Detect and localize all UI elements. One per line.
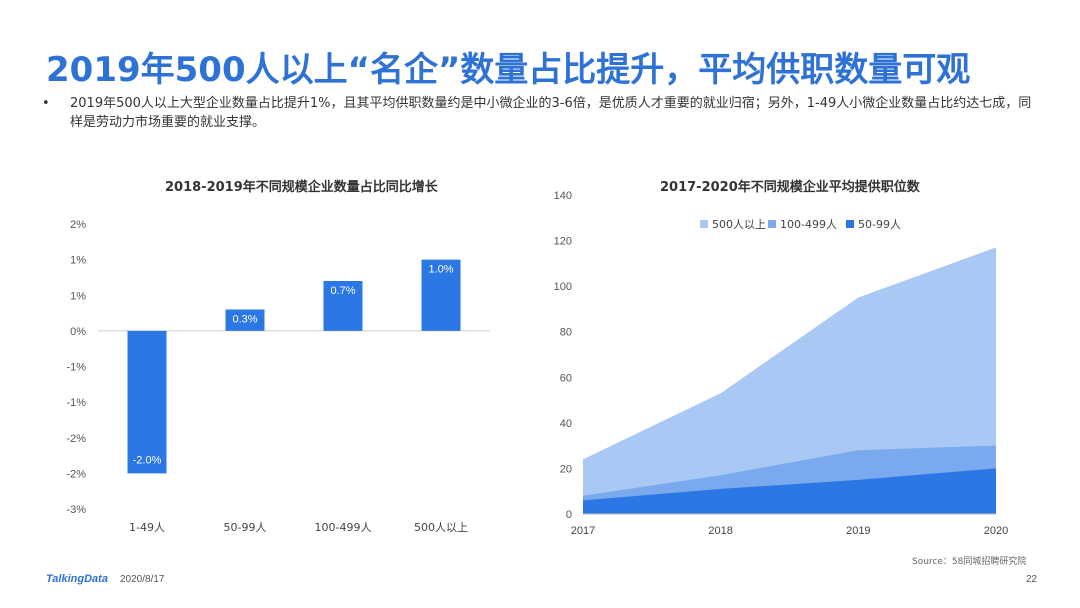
bar-50-99人 bbox=[225, 309, 265, 331]
legend-swatch bbox=[768, 220, 776, 228]
area-y-tick-label: 40 bbox=[560, 418, 572, 430]
legend-label: 50-99人 bbox=[858, 218, 901, 231]
bar-y-tick-label: 0% bbox=[70, 326, 86, 338]
area-x-tick-label: 2019 bbox=[846, 525, 870, 537]
bar-y-tick-label: -1% bbox=[66, 397, 86, 409]
area-x-tick-label: 2017 bbox=[571, 525, 595, 537]
bar-data-label: 1.0% bbox=[428, 264, 453, 276]
bar-y-tick-label: -1% bbox=[66, 362, 86, 374]
legend-label: 500人以上 bbox=[712, 218, 766, 231]
area-series-500人以上 bbox=[583, 247, 996, 514]
bar-category-label: 50-99人 bbox=[224, 521, 267, 534]
bar-category-label: 500人以上 bbox=[414, 521, 468, 534]
area-y-tick-label: 20 bbox=[560, 463, 572, 475]
bar-chart-title: 2018-2019年不同规模企业数量占比同比增长 bbox=[165, 180, 438, 195]
page-number: 22 bbox=[1026, 574, 1038, 585]
bar-category-label: 100-499人 bbox=[315, 521, 372, 534]
bar-y-tick-label: 1% bbox=[70, 255, 86, 267]
bar-y-tick-label: -2% bbox=[66, 433, 86, 445]
bullet-marker: • bbox=[42, 96, 50, 111]
area-series-50-99人 bbox=[583, 468, 996, 514]
bar-500人以上 bbox=[421, 259, 461, 331]
bar-y-tick-label: 2% bbox=[70, 219, 86, 231]
bar-y-tick-label: -3% bbox=[66, 504, 86, 516]
bar-data-label: 0.7% bbox=[330, 285, 355, 297]
area-chart: 0 20 40 60 80 100 120 140 2017 2018 2019 2020 500人以上… bbox=[554, 190, 1009, 537]
area-y-tick-label: 120 bbox=[554, 236, 572, 248]
area-x-tick-label: 2020 bbox=[984, 525, 1008, 537]
legend-swatch bbox=[846, 220, 854, 228]
talkingdata-logo: TalkingData bbox=[46, 573, 108, 585]
area-x-tick-label: 2018 bbox=[708, 525, 732, 537]
bar-chart: 2% 1% 1% 0% -1% -1% -2% -2% -3% -2.0% 1-49人 0.3% 50-… bbox=[66, 219, 490, 534]
footer-date: 2020/8/17 bbox=[120, 574, 165, 585]
bar-category-label: 1-49人 bbox=[129, 521, 165, 534]
bar-100-499人 bbox=[323, 281, 363, 331]
bar-1-49人 bbox=[127, 330, 167, 474]
area-y-tick-label: 60 bbox=[560, 372, 572, 384]
summary-text: 2019年500人以上大型企业数量占比提升1%，且其平均供职数量约是中小微企业的… bbox=[70, 96, 1032, 130]
area-y-tick-label: 0 bbox=[566, 509, 572, 521]
legend-label: 100-499人 bbox=[780, 218, 837, 231]
bar-data-label: 0.3% bbox=[232, 314, 257, 326]
bar-y-tick-label: 1% bbox=[70, 290, 86, 302]
summary-bullet: • 2019年500人以上大型企业数量占比提升1%，且其平均供职数量约是中小微企… bbox=[30, 94, 1040, 132]
area-y-tick-label: 140 bbox=[554, 190, 572, 202]
legend-swatch bbox=[700, 220, 708, 228]
source-note: Source：58同城招聘研究院 bbox=[912, 557, 1027, 567]
area-chart-title: 2017-2020年不同规模企业平均提供职位数 bbox=[660, 180, 920, 195]
bar-y-tick-label: -2% bbox=[66, 468, 86, 480]
page-title: 2019年500人以上“名企”数量占比提升，平均供职数量可观 bbox=[46, 50, 971, 90]
area-y-tick-label: 80 bbox=[560, 327, 572, 339]
bar-data-label: -2.0% bbox=[133, 454, 162, 466]
area-y-tick-label: 100 bbox=[554, 281, 572, 293]
